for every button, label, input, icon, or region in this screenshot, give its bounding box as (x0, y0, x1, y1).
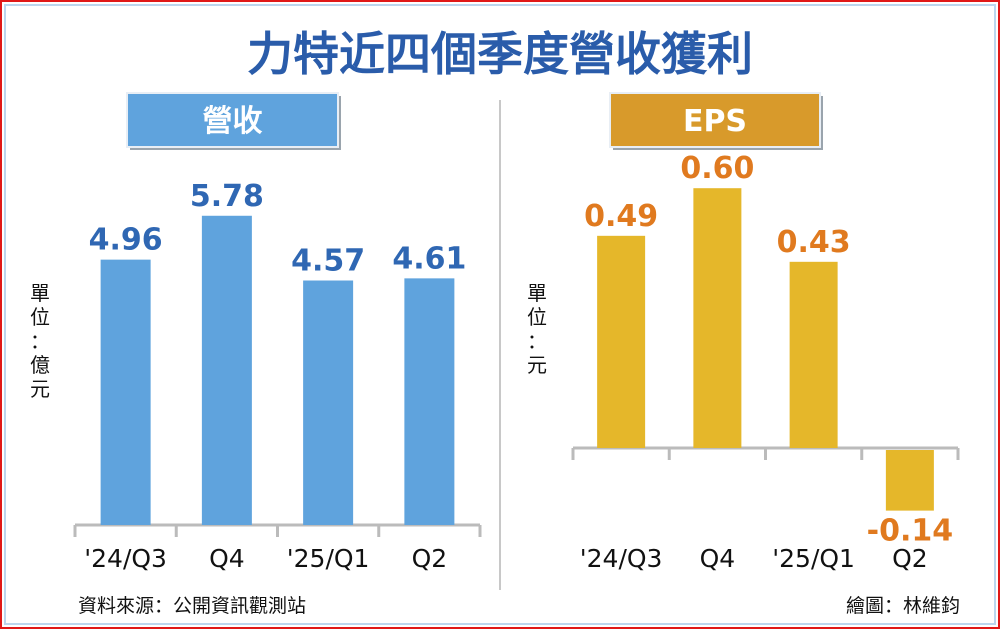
credit-note: 繪圖：林維鈞 (846, 595, 960, 617)
source-note: 資料來源：公開資訊觀測站 (78, 595, 306, 617)
eps-bar (693, 188, 742, 448)
revenue-header-box (126, 92, 339, 148)
revenue-category-label: Q4 (209, 544, 245, 573)
eps-header-title: EPS (683, 104, 747, 139)
revenue-bar (303, 280, 354, 525)
eps-bar (597, 235, 646, 448)
eps-header-box (609, 92, 821, 148)
revenue-category-label: '24/Q3 (84, 544, 167, 573)
revenue-data-label: 4.57 (291, 244, 365, 279)
revenue-category-label: Q2 (412, 544, 448, 573)
revenue-bar (404, 278, 455, 525)
eps-data-label: -0.14 (867, 514, 953, 549)
eps-data-label: 0.49 (584, 199, 658, 234)
inner-frame (4, 4, 996, 625)
chart-title: 力特近四個季度營收獲利 (247, 27, 753, 81)
eps-bar (789, 261, 838, 448)
eps-bar (885, 450, 934, 511)
revenue-data-label: 4.96 (89, 223, 163, 258)
eps-unit-label: 單位：元 (527, 281, 547, 377)
revenue-data-label: 4.61 (392, 241, 466, 276)
eps-category-label: Q2 (892, 544, 928, 573)
revenue-bar (100, 259, 151, 525)
revenue-data-label: 5.78 (190, 179, 264, 214)
eps-data-label: 0.60 (680, 151, 754, 186)
eps-category-label: '25/Q1 (772, 544, 855, 573)
revenue-header-title: 營收 (203, 104, 263, 139)
eps-category-label: '24/Q3 (580, 544, 663, 573)
eps-data-label: 0.43 (777, 225, 851, 260)
revenue-unit-label: 單位：億元 (30, 281, 50, 401)
revenue-category-label: '25/Q1 (287, 544, 370, 573)
eps-category-label: Q4 (700, 544, 736, 573)
revenue-bar (201, 215, 252, 525)
